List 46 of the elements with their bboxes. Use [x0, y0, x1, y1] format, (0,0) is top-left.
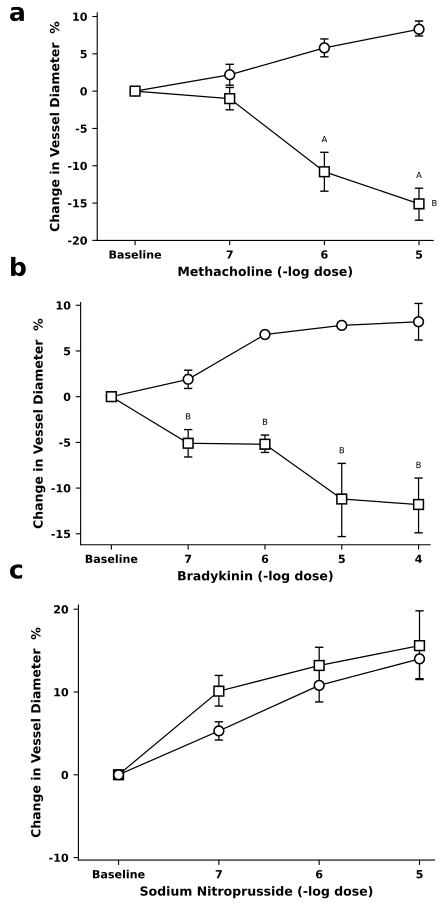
x-tick-label: Baseline	[92, 870, 145, 878]
y-tick-label: 10	[73, 12, 87, 21]
y-tick-label: 10	[54, 688, 68, 696]
y-tick-label: -5	[59, 438, 70, 447]
x-tick-label: 6	[321, 250, 328, 259]
y-tick-label: 0	[80, 87, 87, 96]
x-tick-label: Baseline	[110, 250, 162, 259]
y-tick-label: 0	[61, 770, 68, 780]
x-tick-label: 5	[338, 554, 345, 564]
annotation: B	[262, 418, 268, 425]
x-tick-label: 6	[262, 554, 268, 564]
annotation: B	[186, 413, 190, 420]
annotation: A	[322, 136, 328, 142]
x-tick-label: 6	[316, 870, 322, 878]
y-axis-title: Change in Vessel Diameter %	[30, 628, 44, 838]
y-tick-label: 20	[54, 605, 68, 614]
x-tick-label: 5	[416, 870, 423, 878]
annotation: A	[416, 172, 422, 178]
x-tick-label: 7	[216, 870, 222, 878]
y-tick-label: 10	[56, 301, 70, 310]
y-axis-title: Change in Vessel Diameter %	[33, 318, 46, 528]
annotation: B	[340, 447, 344, 454]
x-tick-label: 4	[415, 554, 422, 563]
x-tick-label: Baseline	[86, 554, 138, 564]
y-tick-label: -20	[68, 236, 87, 245]
chart-title: a	[10, 6, 24, 22]
chart-title: b	[11, 256, 26, 276]
y-tick-label: -15	[68, 199, 87, 208]
y-axis-title: Change in Vessel Diameter %	[50, 22, 62, 232]
y-tick-label: 5	[80, 50, 87, 58]
annotation: B	[432, 200, 437, 206]
y-tick-label: -10	[49, 854, 68, 862]
y-tick-label: 0	[64, 392, 70, 402]
x-tick-label: 7	[226, 250, 233, 259]
x-axis-title: Sodium Nitroprusside (-log dose)	[140, 886, 372, 898]
x-tick-label: 7	[185, 554, 192, 563]
y-tick-label: -10	[68, 162, 87, 170]
chart-title: c	[10, 564, 22, 579]
x-axis-title: Bradykinin (-log dose)	[178, 570, 333, 583]
x-tick-label: 5	[416, 250, 422, 259]
annotation: B	[416, 462, 421, 468]
y-tick-label: -5	[76, 124, 87, 133]
y-tick-label: -10	[51, 484, 70, 492]
x-axis-title: Methacholine (-log dose)	[178, 266, 352, 279]
y-tick-label: -15	[51, 530, 70, 538]
y-tick-label: 5	[64, 347, 70, 356]
